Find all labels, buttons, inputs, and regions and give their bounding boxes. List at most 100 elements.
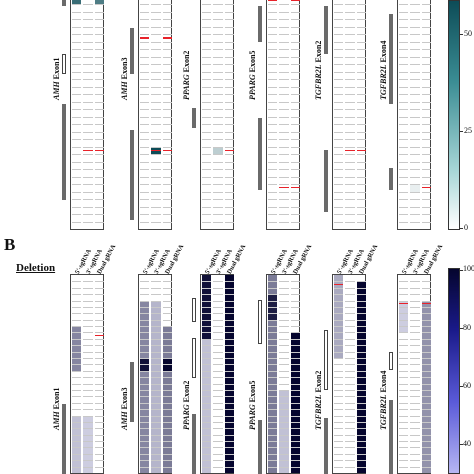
red-marker xyxy=(140,37,150,39)
grid-row-line xyxy=(94,313,104,314)
grid-row-line xyxy=(399,313,409,314)
grid-row-line xyxy=(290,124,300,125)
grid-row-line xyxy=(140,326,150,327)
grid-row-line xyxy=(279,154,289,155)
grid-row-line xyxy=(224,11,234,13)
grid-row-line xyxy=(334,71,344,73)
grid-row-line xyxy=(410,146,420,148)
grid-row-line xyxy=(421,428,431,429)
grid-row-line xyxy=(140,146,150,148)
grid-row-line xyxy=(421,453,431,455)
bottom-region-bar xyxy=(130,362,134,422)
grid-row-line xyxy=(279,184,289,185)
grid-row-line xyxy=(290,131,300,133)
grid-row-line xyxy=(213,169,223,170)
gene-name: PPARG xyxy=(182,404,191,430)
grid-row-line xyxy=(268,415,278,417)
grid-row-line xyxy=(334,345,344,346)
grid-row-line xyxy=(334,402,344,404)
grid-row-line xyxy=(140,34,150,35)
grid-row-line xyxy=(268,199,278,200)
grid-row-line xyxy=(140,109,150,110)
grid-row-line xyxy=(94,402,104,404)
grid-row-line xyxy=(356,326,366,327)
top-colorbar-tick-0 xyxy=(460,228,463,229)
grid-row-line xyxy=(151,300,161,302)
grid-row-line xyxy=(224,351,234,353)
grid-row-line xyxy=(345,146,355,148)
grid-row-line xyxy=(399,131,409,133)
grid-row-line xyxy=(290,428,300,429)
grid-row-line xyxy=(94,351,104,353)
grid-row-line xyxy=(345,11,355,13)
grid-row-line xyxy=(279,409,289,410)
grid-row-line xyxy=(290,169,300,170)
gene-name: PPARG xyxy=(182,74,191,100)
grid-row-line xyxy=(162,139,172,140)
top-region-bar xyxy=(389,14,393,104)
grid-row-line xyxy=(399,338,409,340)
grid-row-line xyxy=(202,338,212,340)
grid-row-line xyxy=(202,109,212,110)
grid-row-line xyxy=(345,434,355,436)
grid-row-line xyxy=(72,199,82,200)
grid-row-line xyxy=(356,338,366,340)
bottom-region-bar xyxy=(324,330,328,390)
grid-row-line xyxy=(345,306,355,308)
grid-row-line xyxy=(410,176,420,178)
grid-row-line xyxy=(279,421,289,423)
grid-row-line xyxy=(399,64,409,65)
grid-row-line xyxy=(334,34,344,35)
grid-row-line xyxy=(83,101,93,103)
grid-row-line xyxy=(356,383,366,385)
grid-row-line xyxy=(410,326,420,327)
grid-row-line xyxy=(83,389,93,391)
grid-row-line xyxy=(399,453,409,455)
grid-row-line xyxy=(334,169,344,170)
grid-row-line xyxy=(202,116,212,118)
grid-row-line xyxy=(421,41,431,43)
grid-row-line xyxy=(268,428,278,429)
grid-row-line xyxy=(140,409,150,410)
grid-row-line xyxy=(268,313,278,314)
grid-row-line xyxy=(151,109,161,110)
grid-row-line xyxy=(345,428,355,429)
grid-row-line xyxy=(162,460,172,461)
grid-row-line xyxy=(202,146,212,148)
grid-row-line xyxy=(151,383,161,385)
grid-row-line xyxy=(410,116,420,118)
grid-row-line xyxy=(421,94,431,95)
bottom-gene-label: AMH Exon3 xyxy=(120,388,129,430)
red-marker xyxy=(151,149,161,152)
bottom-gene-label: TGFBR2L Exon4 xyxy=(379,371,388,430)
grid-row-line xyxy=(94,326,104,327)
grid-row-line xyxy=(140,4,150,5)
grid-row-line xyxy=(421,389,431,391)
grid-row-line xyxy=(279,176,289,178)
grid-row-line xyxy=(399,41,409,43)
grid-row-line xyxy=(224,176,234,178)
grid-row-line xyxy=(94,146,104,148)
grid-row-line xyxy=(410,389,420,391)
grid-row-line xyxy=(334,313,344,314)
grid-row-line xyxy=(151,101,161,103)
grid-row-line xyxy=(94,169,104,170)
grid-row-line xyxy=(334,19,344,20)
grid-row-line xyxy=(279,94,289,95)
top-column-3 xyxy=(421,0,431,229)
bottom-column-1 xyxy=(72,275,82,473)
grid-row-line xyxy=(334,319,344,321)
grid-row-line xyxy=(213,139,223,140)
grid-row-line xyxy=(334,184,344,185)
grid-row-line xyxy=(334,421,344,423)
grid-row-line xyxy=(213,377,223,378)
grid-row-line xyxy=(290,34,300,35)
grid-row-line xyxy=(410,19,420,20)
bottom-column-3 xyxy=(94,275,104,473)
top-colorbar-label-0: 0 xyxy=(464,223,468,232)
grid-row-line xyxy=(345,41,355,43)
top-region-bar xyxy=(324,150,328,212)
grid-row-line xyxy=(334,466,344,468)
grid-row-line xyxy=(279,447,289,448)
grid-row-line xyxy=(224,116,234,118)
